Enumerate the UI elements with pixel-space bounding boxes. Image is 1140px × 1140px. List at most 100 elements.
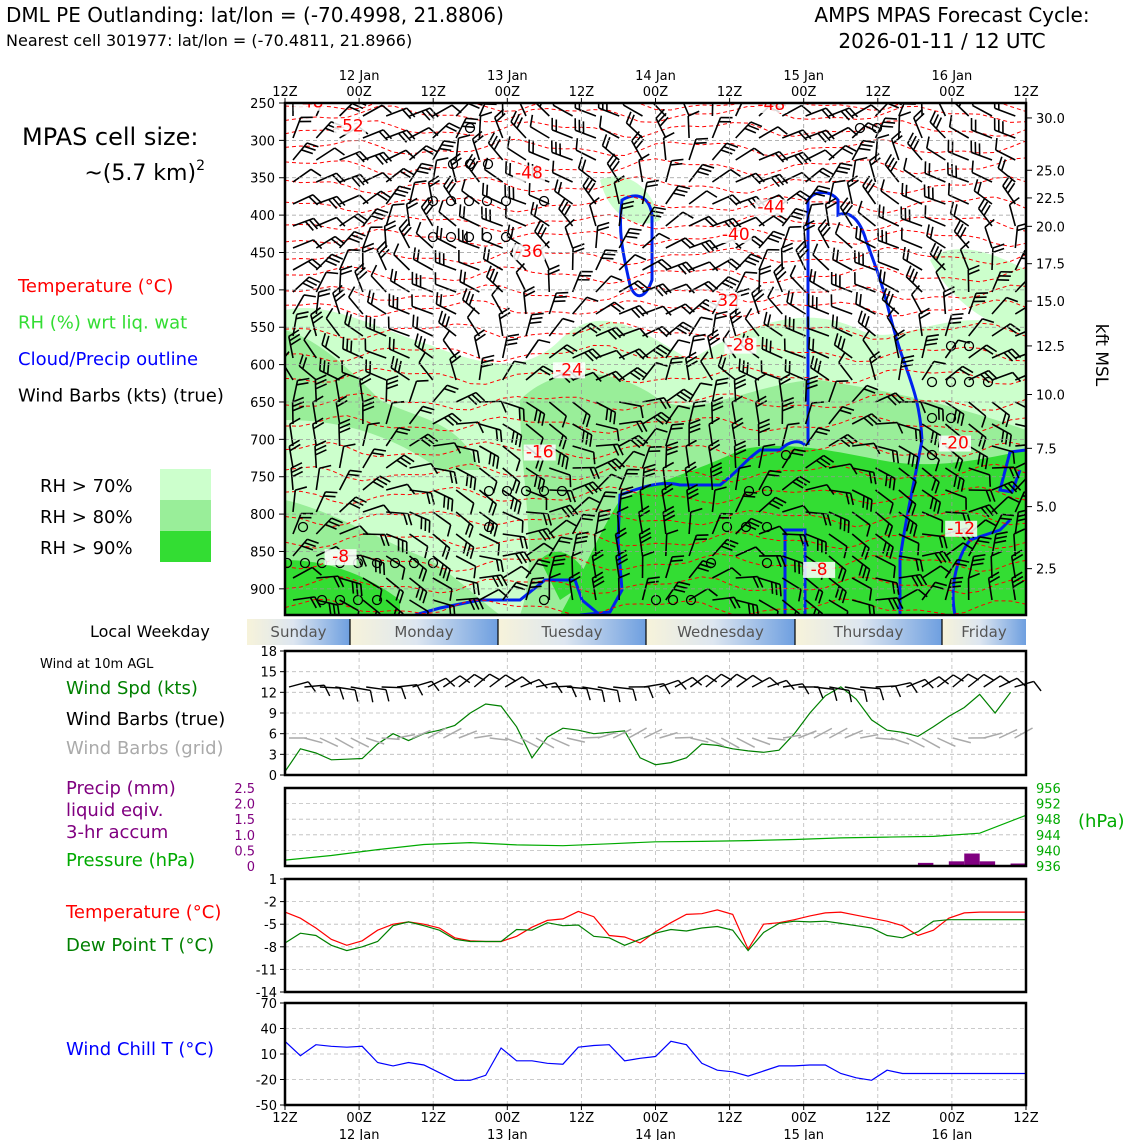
wind-barb-feather xyxy=(289,417,301,425)
wind-barb-feather xyxy=(934,433,938,446)
wind-barb-feather xyxy=(290,337,302,346)
wind-barb-feather xyxy=(892,134,903,144)
calm-wind-circle xyxy=(500,231,512,243)
bottom-date-label: 15 Jan xyxy=(783,1128,824,1140)
wind-barb xyxy=(502,565,522,579)
wind-barb-feather xyxy=(773,215,784,224)
wind-barb-feather xyxy=(745,271,758,274)
wind-barb-feather xyxy=(864,125,877,132)
wind-barb-feather xyxy=(743,100,755,101)
wind-barb-feather xyxy=(510,497,515,510)
wind-barb-feather xyxy=(708,417,720,425)
wind-barb-feather xyxy=(950,317,963,320)
wind-barb-feather xyxy=(420,438,431,447)
weekday-cell xyxy=(247,619,350,645)
wind-barb-feather xyxy=(334,147,345,156)
wind-barb-feather xyxy=(393,243,400,255)
wind-barb-feather xyxy=(886,307,896,318)
wind-barb-feather xyxy=(988,571,1000,579)
wind-barb-feather xyxy=(709,261,719,272)
wind-barb xyxy=(828,463,851,469)
wind-barb-feather xyxy=(339,687,345,700)
wind-barb-feather xyxy=(992,243,1005,249)
rh-legend-label: RH > 80% xyxy=(40,507,133,528)
wind-barb-feather xyxy=(891,130,902,140)
top-time-label: 12Z xyxy=(1013,85,1039,100)
wind-barb-feather xyxy=(614,301,625,310)
wind-barb-feather xyxy=(962,365,974,374)
wind-barb-feather xyxy=(569,575,581,584)
wind-barb-feather xyxy=(980,201,989,213)
wind-barb-feather xyxy=(418,352,426,364)
wind-barb-feather xyxy=(1030,474,1041,478)
wind-barb-feather xyxy=(616,429,620,442)
wind-barb-feather xyxy=(448,182,457,194)
wind-barb-feather xyxy=(938,535,944,548)
hpa-tick-label: 350 xyxy=(250,172,275,187)
wind-barb-feather xyxy=(533,409,538,422)
wind-barb-feather xyxy=(848,107,859,118)
wind-barb-feather xyxy=(344,311,349,324)
wind-barb-feather xyxy=(350,340,353,353)
wind-barb-feather xyxy=(640,406,644,419)
wind-barb-feather xyxy=(934,459,941,472)
wind-barb-feather xyxy=(558,540,571,544)
wind-barb xyxy=(502,511,524,522)
wind-barb-feather xyxy=(334,235,346,245)
weekday-cell xyxy=(795,619,942,645)
wind-barb-feather xyxy=(354,689,359,702)
wind-barb-feather xyxy=(726,142,739,148)
wind-barb xyxy=(438,211,457,227)
calm-wind-circle xyxy=(945,412,957,424)
wind-barb-feather xyxy=(493,524,499,537)
wind-barb-feather xyxy=(1005,415,1011,428)
calm-wind-circle xyxy=(650,594,662,606)
wind-barb-feather xyxy=(515,581,528,587)
wind-barb-feather xyxy=(462,206,466,219)
wind-barb-feather xyxy=(314,444,327,452)
wind-barb-feather xyxy=(960,413,965,427)
wind-barb xyxy=(616,512,620,535)
grid-wind-barb xyxy=(952,737,972,744)
panel-tick-label: -50 xyxy=(256,1099,277,1114)
wind-barb-feather xyxy=(450,355,462,364)
wind-barb xyxy=(685,446,690,469)
wind-barb-feather xyxy=(406,197,418,205)
wind-barb-feather xyxy=(841,147,854,155)
wind-barb-feather xyxy=(618,572,631,579)
wind-barb-feather xyxy=(592,481,602,492)
wind-barb-feather xyxy=(288,439,300,448)
wind-barb-feather xyxy=(359,194,369,205)
wind-barb-feather xyxy=(539,227,547,239)
wind-barb-feather xyxy=(867,182,876,194)
wind-barb-feather xyxy=(706,190,718,198)
wind-barb xyxy=(479,588,500,601)
temperature-label: -44 xyxy=(757,197,785,217)
wind-barb xyxy=(505,216,527,227)
cross-section-panel: -48-52-48-36-48-44-40-32-28-24-16 -20-12-… xyxy=(250,97,1111,617)
wind-barb-feather xyxy=(957,477,962,490)
wind-barb-feather xyxy=(515,262,526,273)
hpa-tick-label: 250 xyxy=(250,97,275,112)
wind-barb xyxy=(409,127,430,139)
wind-barb-feather xyxy=(369,690,374,703)
wind-barb-feather xyxy=(811,202,824,206)
wind-barb-feather xyxy=(858,228,862,241)
wind-barb-feather xyxy=(315,383,327,390)
wind-barb-feather xyxy=(574,540,588,544)
wind-barb-feather xyxy=(477,597,484,610)
wind-barb xyxy=(458,261,480,271)
wind-barb-feather xyxy=(758,427,771,434)
wind-barb-feather xyxy=(338,422,351,430)
wind-barb-feather xyxy=(688,427,701,434)
wind-barb xyxy=(427,677,447,688)
wind-barb-feather xyxy=(821,131,831,142)
wind-barb-feather xyxy=(510,226,515,239)
wind-barb-feather xyxy=(647,686,654,699)
temperature-label: -20 xyxy=(941,434,969,454)
wind-barb xyxy=(1013,533,1017,557)
wind-barb-feather xyxy=(379,475,391,483)
wind-barb-feather xyxy=(730,311,742,320)
wind-barb-feather xyxy=(575,138,579,151)
wind-caption: Wind at 10m AGL xyxy=(40,657,154,672)
